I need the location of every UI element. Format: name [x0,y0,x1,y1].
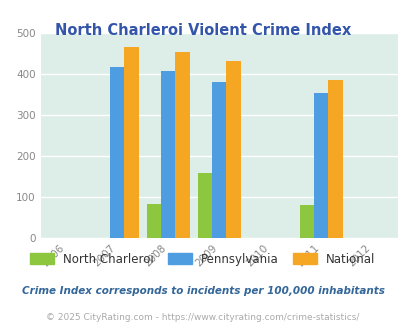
Bar [299,205,313,238]
Bar [110,67,124,238]
Bar [124,47,138,238]
Text: North Charleroi Violent Crime Index: North Charleroi Violent Crime Index [55,23,350,38]
Bar [197,173,211,238]
Bar [161,71,175,238]
Bar [175,52,189,238]
Bar [146,204,161,238]
Bar [328,80,342,238]
Text: Crime Index corresponds to incidents per 100,000 inhabitants: Crime Index corresponds to incidents per… [21,286,384,296]
Bar [313,93,328,238]
Bar [211,82,226,238]
Legend: North Charleroi, Pennsylvania, National: North Charleroi, Pennsylvania, National [26,248,379,270]
Bar [226,61,240,238]
Text: © 2025 CityRating.com - https://www.cityrating.com/crime-statistics/: © 2025 CityRating.com - https://www.city… [46,313,359,322]
